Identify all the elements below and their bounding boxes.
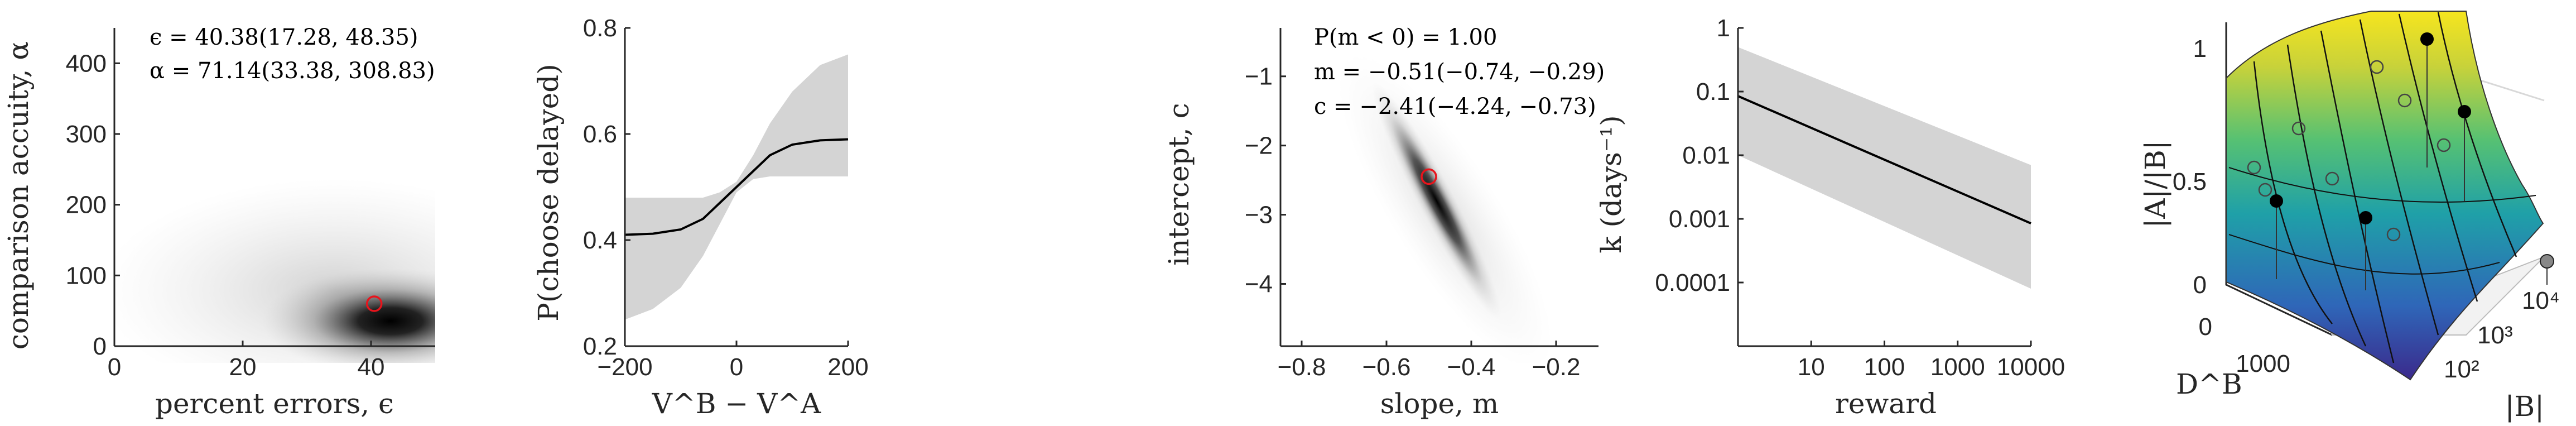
density-core xyxy=(262,268,435,363)
point-estimate-marker xyxy=(1421,168,1437,185)
x-tick-label: 200 xyxy=(827,353,868,381)
z-tick-label: 0 xyxy=(2193,271,2207,299)
x-tick-label: −0.6 xyxy=(1362,353,1411,381)
y-tick-label: 0.1 xyxy=(1696,78,1730,106)
contour-line xyxy=(2253,61,2333,324)
y-tick-label: 0.2 xyxy=(583,333,617,360)
y-tick-label: 0.8 xyxy=(583,15,617,42)
data-point-open xyxy=(2397,93,2412,108)
contour-line xyxy=(2437,12,2517,257)
x-tick-label: 1000 xyxy=(1930,353,1985,381)
y-tick-label: 300 xyxy=(66,121,107,148)
x-tick-label: −0.4 xyxy=(1447,353,1496,381)
point-estimate-marker xyxy=(366,295,383,312)
x-tick-label: −0.2 xyxy=(1532,353,1581,381)
panel-2-choice-curve: −200 0 200 0.2 0.4 0.6 0.8 V^B − V^A P(choose … xyxy=(532,15,869,420)
y-tick-label: 0.001 xyxy=(1669,205,1730,233)
y-tick-label: 100 xyxy=(66,262,107,289)
y-axis-label: |B| xyxy=(2505,390,2544,423)
x-axis-label: slope, m xyxy=(1380,387,1499,420)
x-tick-label: −200 xyxy=(597,353,652,381)
data-point xyxy=(2458,105,2471,118)
y-axis-label: k (days⁻¹) xyxy=(1595,115,1628,253)
y-tick-label: −3 xyxy=(1245,202,1273,229)
annotation-intercept: c = −2.41(−4.24, −0.73) xyxy=(1314,94,1596,119)
contour-line xyxy=(2228,167,2536,203)
x-tick-label: 0 xyxy=(108,353,121,381)
data-point-open xyxy=(2247,160,2261,175)
mean-line xyxy=(1737,95,2031,224)
annotation-prob: P(m < 0) = 1.00 xyxy=(1314,25,1497,50)
x-axis-label: reward xyxy=(1835,387,1937,420)
data-point xyxy=(2540,254,2554,269)
b-tick-label: 10⁴ xyxy=(2522,287,2560,314)
contour-line xyxy=(2359,19,2439,336)
annotation-epsilon: ϵ = 40.38(17.28, 48.35) xyxy=(150,25,418,50)
x-tick-label: 10000 xyxy=(1997,353,2065,381)
data-point xyxy=(2270,194,2283,208)
contour-line xyxy=(2398,13,2478,302)
data-points xyxy=(2247,32,2554,290)
panel-5-surface: 1 0.5 0 0 1000 10² 10³ 10⁴ D^B |B| |A|/|… xyxy=(2139,11,2560,423)
data-point-open xyxy=(2370,60,2384,74)
data-point-open xyxy=(2386,227,2401,242)
data-point xyxy=(2420,32,2434,46)
z-axis-label: |A|/|B| xyxy=(2139,140,2171,228)
data-point xyxy=(2359,211,2372,224)
density-core xyxy=(1371,82,1502,320)
y-tick-label: 200 xyxy=(66,192,107,219)
y-tick-label: 0.4 xyxy=(583,227,617,254)
y-axis-label: intercept, c xyxy=(1163,103,1195,265)
data-point-open xyxy=(2291,121,2306,136)
x-tick-label: 0 xyxy=(730,353,743,381)
y-tick-label: 0.0001 xyxy=(1655,269,1730,296)
surface xyxy=(2226,11,2544,381)
annotation-slope: m = −0.51(−0.74, −0.29) xyxy=(1314,59,1605,85)
y-tick-label: −4 xyxy=(1245,270,1273,298)
y-tick-label: 0 xyxy=(93,333,107,360)
x-tick-label: 10 xyxy=(1798,353,1825,381)
x-tick-label: 20 xyxy=(229,353,257,381)
data-point-open xyxy=(2258,183,2272,197)
y-axis-label: P(choose delayed) xyxy=(532,64,565,321)
contour-line xyxy=(2228,234,2500,275)
y-tick-label: 400 xyxy=(66,50,107,77)
x-axis-label: percent errors, ϵ xyxy=(155,387,394,420)
x-tick-label: 100 xyxy=(1864,353,1905,381)
x-tick-label: −0.8 xyxy=(1278,353,1326,381)
contour-line xyxy=(2320,30,2395,363)
d-tick-label: 0 xyxy=(2199,313,2212,341)
y-tick-label: −1 xyxy=(1245,63,1273,90)
z-tick-label: 1 xyxy=(2193,35,2207,63)
mean-curve xyxy=(624,138,849,236)
x-axis-label: D^B xyxy=(2176,368,2242,400)
y-tick-label: 0.6 xyxy=(583,121,617,148)
b-tick-label: 10² xyxy=(2444,356,2479,383)
z-tick-label: 0.5 xyxy=(2173,168,2207,195)
y-tick-label: 1 xyxy=(1717,15,1730,42)
credible-band xyxy=(1738,47,2031,289)
y-tick-label: −2 xyxy=(1245,132,1273,160)
annotation-alpha: α = 71.14(33.38, 308.83) xyxy=(150,58,435,84)
y-axis-label: comparison accuity, α xyxy=(2,41,35,350)
data-point-open xyxy=(2437,138,2451,152)
b-tick-label: 10³ xyxy=(2477,322,2513,349)
x-axis-label: V^B − V^A xyxy=(652,387,821,420)
x-tick-label: 40 xyxy=(358,353,385,381)
panel-3-slope-intercept: −0.8 −0.6 −0.4 −0.2 −4 −3 −2 −1 P(m < 0) = 1.00… xyxy=(1163,25,1605,420)
contour-line xyxy=(2286,44,2367,347)
panel-4-discount-rate: 10 100 1000 10000 1 0.1 0.01 0.001 0.0001 reward… xyxy=(1595,15,2065,420)
d-tick-label: 1000 xyxy=(2236,350,2290,377)
y-tick-label: 0.01 xyxy=(1682,142,1730,169)
data-point-open xyxy=(2325,171,2339,186)
